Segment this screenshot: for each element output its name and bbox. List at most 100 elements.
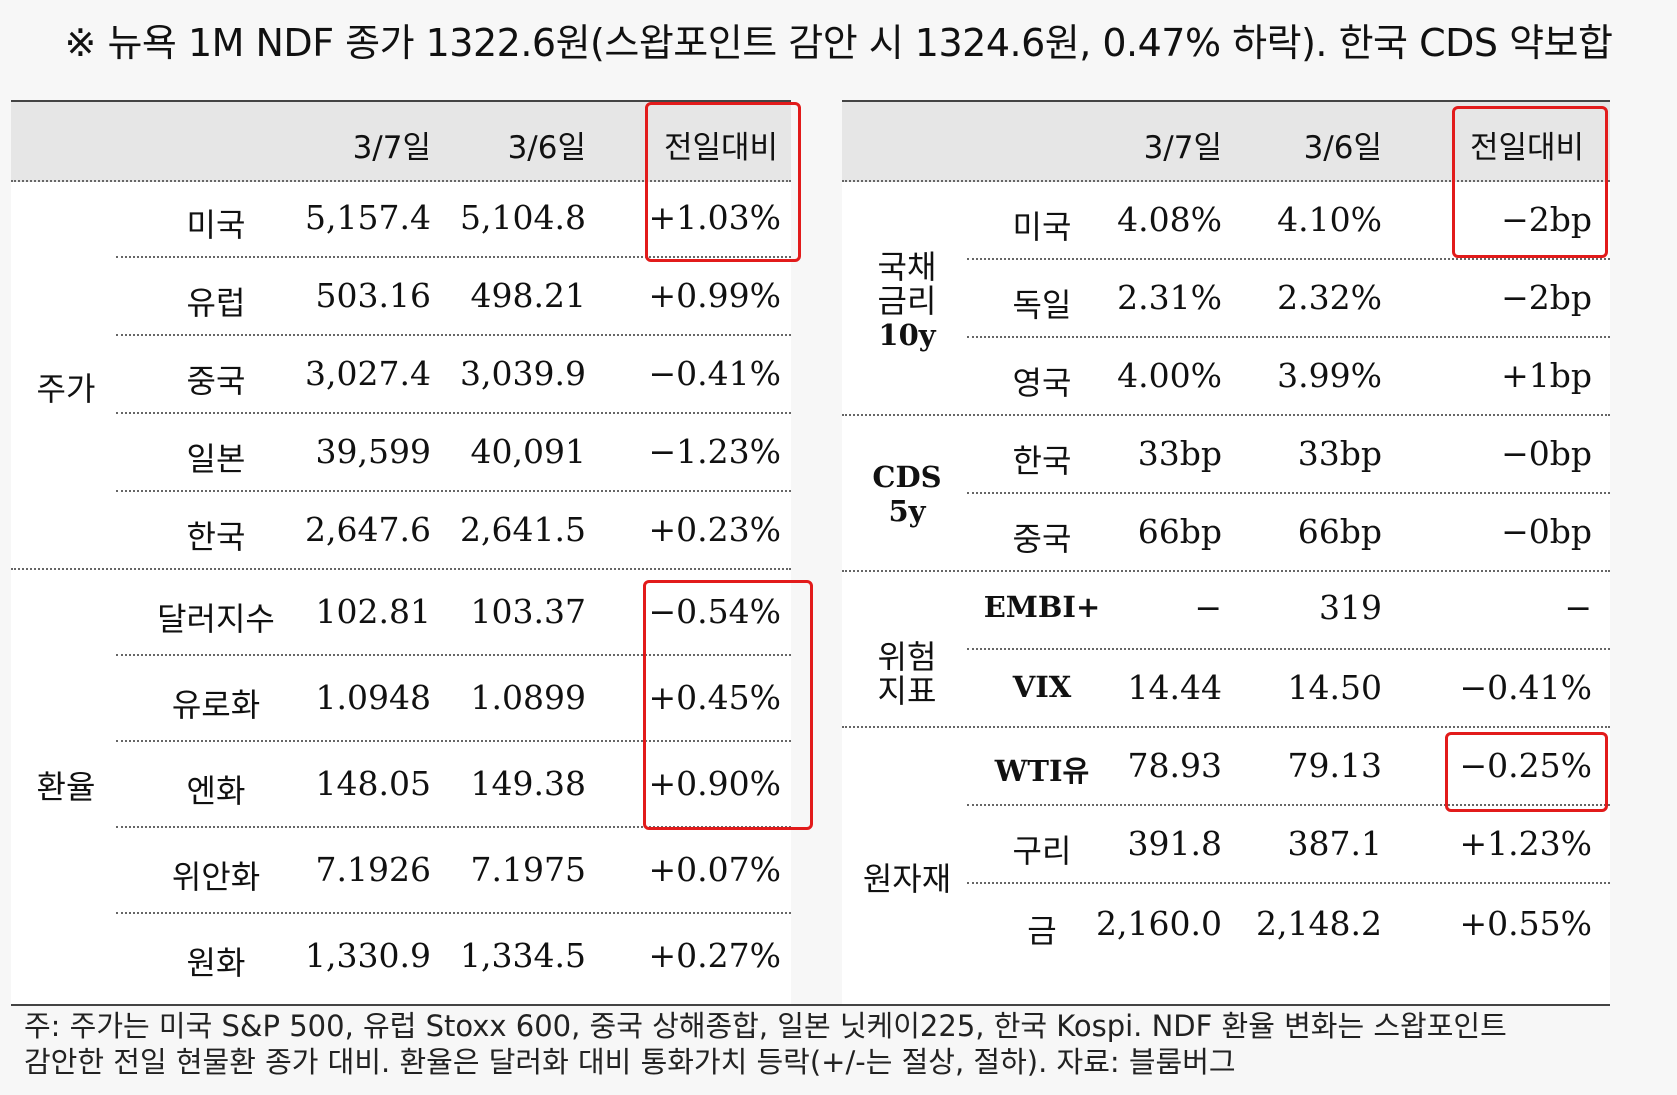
- row-value-d2: 79.13: [1287, 746, 1382, 785]
- right-header-change: 전일대비: [1469, 130, 1585, 166]
- row-label: 중국: [186, 362, 246, 400]
- row-change: −0bp: [1501, 434, 1592, 473]
- row-value-d1: 14.44: [1127, 668, 1222, 707]
- row-label: 금: [1027, 912, 1057, 950]
- row-label: EMBI+: [983, 590, 1101, 624]
- right-header-date2: 3/6일: [1303, 130, 1382, 166]
- row-label: 원화: [186, 944, 246, 982]
- row-value-d2: 319: [1319, 588, 1382, 627]
- row-change: −2bp: [1501, 278, 1592, 317]
- row-change: +0.55%: [1459, 904, 1592, 943]
- row-value-d1: 1.0948: [315, 678, 431, 717]
- row-change: +0.23%: [648, 510, 781, 549]
- left-table-header: [11, 100, 791, 182]
- footnote-line: 주: 주가는 미국 S&P 500, 유럽 Stoxx 600, 중국 상해종합…: [24, 1009, 1507, 1043]
- row-value-d1: 78.93: [1127, 746, 1222, 785]
- row-label: 영국: [1012, 364, 1072, 402]
- row-label: 유럽: [186, 284, 246, 322]
- table-bottom-rule: [11, 1004, 1610, 1006]
- row-label: 일본: [186, 440, 246, 478]
- row-value-d1: 7.1926: [315, 850, 431, 889]
- group-divider: [842, 414, 1610, 416]
- left-header-change: 전일대비: [663, 130, 779, 166]
- row-label: 유로화: [171, 686, 261, 724]
- left-header-date1: 3/7일: [352, 130, 431, 166]
- right-table: 3/7일 3/6일 전일대비 국채 금리 10y CDS 5y 위험 지표 원자…: [842, 100, 1610, 1005]
- row-divider: [116, 912, 791, 914]
- row-change: −2bp: [1501, 200, 1592, 239]
- row-value-d2: 1.0899: [470, 678, 586, 717]
- group-label-line: 10y: [878, 318, 936, 352]
- row-value-d1: 4.08%: [1117, 200, 1222, 239]
- left-group-label-fx: 환율: [36, 768, 96, 806]
- row-divider: [967, 492, 1610, 494]
- row-value-d2: 5,104.8: [460, 198, 586, 237]
- row-change: −0.25%: [1459, 746, 1592, 785]
- group-label-line: CDS: [872, 460, 942, 494]
- row-value-d2: 149.38: [470, 764, 586, 803]
- row-label: 중국: [1012, 520, 1072, 558]
- row-label: 엔화: [186, 772, 246, 810]
- row-change: +0.45%: [648, 678, 781, 717]
- row-value-d1: 148.05: [315, 764, 431, 803]
- row-value-d2: 103.37: [470, 592, 586, 631]
- row-value-d1: 4.00%: [1117, 356, 1222, 395]
- highlight-box: [1452, 106, 1608, 258]
- row-value-d1: 66bp: [1137, 512, 1222, 551]
- row-value-d1: 2.31%: [1117, 278, 1222, 317]
- row-change: −0.41%: [648, 354, 781, 393]
- row-value-d2: 3.99%: [1277, 356, 1382, 395]
- group-label-line: 위험: [877, 638, 937, 676]
- row-change: +1bp: [1501, 356, 1592, 395]
- group-divider: [842, 726, 1610, 728]
- row-divider: [116, 654, 791, 656]
- row-divider: [967, 804, 1610, 806]
- row-label: VIX: [1012, 670, 1072, 704]
- highlight-box: [645, 102, 801, 262]
- row-value-d2: 2,148.2: [1256, 904, 1382, 943]
- row-change: −: [1564, 588, 1592, 627]
- row-value-d1: 39,599: [315, 432, 431, 471]
- left-header-date2: 3/6일: [507, 130, 586, 166]
- row-change: +0.27%: [648, 936, 781, 975]
- right-group-label-risk: 위험 지표: [842, 640, 972, 708]
- footnote: 주: 주가는 미국 S&P 500, 유럽 Stoxx 600, 중국 상해종합…: [24, 1008, 1614, 1080]
- row-change: −0.54%: [648, 592, 781, 631]
- row-label: 위안화: [171, 858, 261, 896]
- row-divider: [967, 648, 1610, 650]
- group-label-line: 5y: [888, 494, 926, 528]
- highlight-box: [1445, 732, 1608, 812]
- row-label: WTI유: [994, 754, 1090, 788]
- row-divider: [967, 882, 1610, 884]
- row-value-d2: 66bp: [1297, 512, 1382, 551]
- row-value-d2: 1,334.5: [460, 936, 586, 975]
- row-value-d1: −: [1194, 588, 1222, 627]
- left-table: 3/7일 3/6일 전일대비 주가 환율 미국 5,157.4 5,104.8 …: [11, 100, 813, 1005]
- row-divider: [116, 490, 791, 492]
- right-group-label-cds: CDS 5y: [842, 460, 972, 528]
- group-divider: [11, 568, 791, 570]
- row-value-d2: 3,039.9: [460, 354, 586, 393]
- row-value-d1: 2,160.0: [1096, 904, 1222, 943]
- row-value-d2: 498.21: [470, 276, 586, 315]
- row-label: 미국: [186, 206, 246, 244]
- row-label: 한국: [186, 518, 246, 556]
- row-divider: [116, 334, 791, 336]
- row-label: 한국: [1012, 442, 1072, 480]
- row-value-d1: 3,027.4: [305, 354, 431, 393]
- page-title: ※ 뉴욕 1M NDF 종가 1322.6원(스왑포인트 감안 시 1324.6…: [64, 21, 1613, 65]
- row-value-d2: 387.1: [1287, 824, 1382, 863]
- row-divider: [116, 412, 791, 414]
- highlight-box: [643, 580, 813, 830]
- group-label-line: 국채: [877, 248, 937, 286]
- row-divider: [116, 256, 791, 258]
- row-change: −1.23%: [648, 432, 781, 471]
- row-value-d1: 5,157.4: [305, 198, 431, 237]
- group-label-line: 금리: [877, 282, 937, 320]
- row-change: +0.07%: [648, 850, 781, 889]
- row-value-d1: 391.8: [1127, 824, 1222, 863]
- group-divider: [842, 570, 1610, 572]
- row-change: +1.03%: [648, 198, 781, 237]
- row-change: +1.23%: [1459, 824, 1592, 863]
- row-label: 미국: [1012, 208, 1072, 246]
